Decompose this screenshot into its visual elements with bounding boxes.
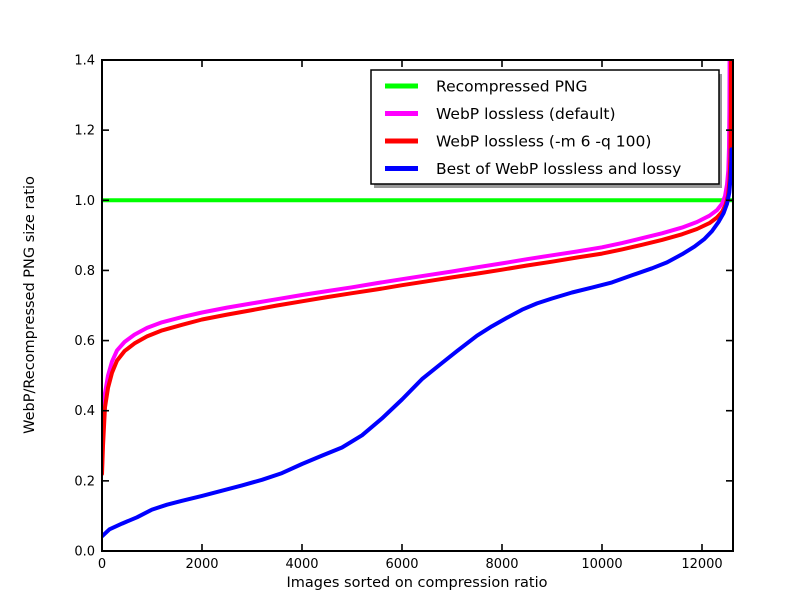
axis-ticks bbox=[101, 59, 733, 552]
x-tick-label: 8000 bbox=[485, 557, 518, 572]
y-tick-label: 1.2 bbox=[74, 124, 95, 139]
y-tick-label: 1.4 bbox=[74, 54, 95, 69]
legend-label: WebP lossless (default) bbox=[436, 105, 616, 123]
series-line-webp-lossless-default- bbox=[102, 60, 732, 469]
x-axis-label: Images sorted on compression ratio bbox=[286, 575, 547, 591]
legend-label: Best of WebP lossless and lossy bbox=[436, 160, 681, 178]
plot-frame bbox=[101, 59, 734, 552]
y-tick-label: 0.2 bbox=[74, 474, 95, 489]
y-tick-labels: 0.0 0.2 0.4 0.6 0.8 1.0 1.2 1.4 bbox=[74, 54, 95, 560]
x-tick-label: 2000 bbox=[185, 557, 218, 572]
series-line-webp-lossless-m-6-q-100- bbox=[102, 60, 733, 476]
x-tick-label: 6000 bbox=[385, 557, 418, 572]
legend-box bbox=[370, 69, 720, 185]
y-tick-label: 0.4 bbox=[74, 404, 95, 419]
series-line-best-of-webp-lossless-and-lossy bbox=[102, 147, 733, 539]
x-tick-label: 4000 bbox=[285, 557, 318, 572]
legend-label: Recompressed PNG bbox=[436, 78, 588, 96]
x-tick-labels: 0 2000 4000 6000 8000 10000 12000 bbox=[98, 557, 723, 572]
y-axis-label: WebP/Recompressed PNG size ratio bbox=[22, 176, 38, 434]
x-tick-label: 10000 bbox=[581, 557, 622, 572]
legend: Recompressed PNG WebP lossless (default) W… bbox=[370, 69, 722, 188]
legend-label: WebP lossless (-m 6 -q 100) bbox=[436, 133, 651, 151]
y-tick-label: 0.6 bbox=[74, 334, 95, 349]
series-lines bbox=[102, 60, 733, 539]
y-tick-label: 1.0 bbox=[74, 194, 95, 209]
y-tick-label: 0.8 bbox=[74, 264, 95, 279]
x-tick-label: 12000 bbox=[681, 557, 722, 572]
x-tick-label: 0 bbox=[98, 557, 106, 572]
y-tick-label: 0.0 bbox=[74, 545, 95, 560]
